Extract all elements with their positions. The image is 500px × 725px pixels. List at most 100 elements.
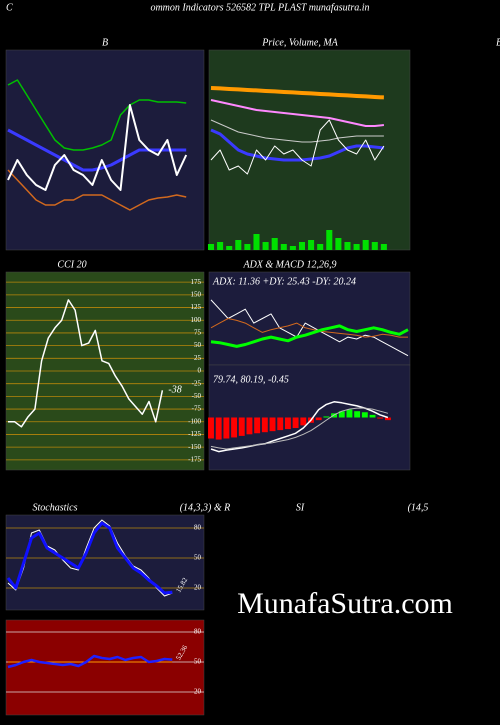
chart-title: Price, Volume, MA xyxy=(261,37,338,48)
y-tick-label: -75 xyxy=(192,405,202,413)
series-line xyxy=(7,128,187,172)
chart-subtitle: ADX: 11.36 +DY: 25.43 -DY: 20.24 xyxy=(212,276,356,287)
volume-bar xyxy=(335,238,342,250)
histogram-bar xyxy=(254,417,261,434)
header-title: ommon Indicators 526582 TPL PLAST munafa… xyxy=(150,2,369,13)
series-line xyxy=(210,299,409,357)
histogram-bar xyxy=(223,417,230,439)
histogram-bar xyxy=(284,417,291,430)
volume-bar xyxy=(308,240,315,250)
volume-bar xyxy=(280,244,287,250)
histogram-bar xyxy=(338,411,345,418)
y-tick-label: 150 xyxy=(191,290,202,298)
series-line xyxy=(210,407,389,450)
y-tick-label: 80 xyxy=(194,524,202,532)
series-line xyxy=(7,104,188,191)
series-line xyxy=(8,299,164,428)
y-tick-label: -150 xyxy=(188,443,201,451)
series-line xyxy=(7,519,173,597)
header-letter: C xyxy=(6,2,13,13)
chart-title: CCI 20 xyxy=(57,259,86,270)
histogram-bar xyxy=(261,417,268,433)
chart-subtitle: 79.74, 80.19, -0.45 xyxy=(213,374,289,385)
histogram-bar xyxy=(231,417,238,438)
y-tick-label: -125 xyxy=(188,430,201,438)
y-tick-label: 20 xyxy=(194,688,202,696)
histogram-bar xyxy=(238,417,245,436)
volume-bar xyxy=(244,244,251,250)
volume-bar xyxy=(253,234,260,250)
histogram-bar xyxy=(246,417,253,435)
volume-bar xyxy=(289,246,296,250)
volume-bar xyxy=(371,242,378,250)
series-line xyxy=(210,99,385,127)
series-line xyxy=(210,128,385,162)
y-tick-label: 125 xyxy=(191,303,202,311)
y-tick-label: -100 xyxy=(188,417,201,425)
histogram-bar xyxy=(346,409,353,418)
histogram-bar xyxy=(354,411,361,418)
chart-subtitle: (14,3,3) & R xyxy=(180,502,231,513)
y-tick-label: 0 xyxy=(198,367,202,375)
y-tick-label: 25 xyxy=(194,354,202,362)
series-line xyxy=(7,169,187,211)
histogram-bar xyxy=(315,417,322,421)
series-line xyxy=(7,654,173,669)
volume-bar xyxy=(362,240,369,250)
volume-bar xyxy=(298,242,306,250)
series-line xyxy=(210,318,408,338)
volume-bar xyxy=(217,242,224,250)
series-line xyxy=(210,119,384,143)
y-tick-label: 80 xyxy=(194,628,202,636)
panel xyxy=(5,619,205,716)
panel xyxy=(5,514,205,611)
watermark: MunafaSutra.com xyxy=(237,587,453,620)
histogram-bar xyxy=(269,417,276,432)
y-tick-label: 100 xyxy=(191,316,202,324)
series-line xyxy=(210,324,409,348)
chart-title: SI xyxy=(296,502,305,513)
volume-bar xyxy=(271,238,278,250)
panel xyxy=(208,49,411,251)
volume-bar xyxy=(344,242,351,250)
chart-title: B xyxy=(102,37,108,48)
histogram-bar xyxy=(208,417,214,439)
chart-subtitle: (14,5 xyxy=(408,502,429,513)
y-tick-label: -50 xyxy=(192,392,202,400)
series-line xyxy=(210,119,385,175)
y-tick-label: -25 xyxy=(192,379,202,387)
y-tick-label: 50 xyxy=(194,341,202,349)
histogram-bar xyxy=(277,417,284,431)
histogram-bar xyxy=(292,417,299,428)
series-line xyxy=(210,401,389,453)
volume-bar xyxy=(262,242,269,250)
series-line xyxy=(210,86,384,100)
last-value-label: -38 xyxy=(168,385,181,396)
y-tick-label: 20 xyxy=(194,584,202,592)
histogram-bar xyxy=(361,412,368,418)
volume-bar xyxy=(226,246,233,250)
histogram-bar xyxy=(377,417,384,419)
series-line xyxy=(6,521,173,595)
edge-label: B xyxy=(496,37,500,48)
histogram-bar xyxy=(384,417,391,421)
y-tick-label: -175 xyxy=(188,455,201,463)
series-line xyxy=(7,79,187,151)
y-tick-label: 75 xyxy=(194,329,202,337)
chart-title: Stochastics xyxy=(33,502,78,513)
y-tick-label: 50 xyxy=(194,554,202,562)
y-tick-label: 50 xyxy=(194,658,202,666)
volume-bar xyxy=(353,244,360,250)
histogram-bar xyxy=(300,417,307,426)
histogram-bar xyxy=(369,414,376,418)
histogram-bar xyxy=(215,417,222,440)
charts: B Price, Volume, MA CCI 20 175 150 125 100 75 50… xyxy=(5,37,429,716)
volume-bar xyxy=(380,244,387,250)
chart-title: ADX & MACD 12,26,9 xyxy=(242,259,336,270)
volume-bar xyxy=(207,244,215,250)
volume-bar xyxy=(317,244,324,250)
panel xyxy=(208,271,411,366)
y-tick-label: 175 xyxy=(191,278,202,286)
histogram-bar xyxy=(323,416,330,418)
